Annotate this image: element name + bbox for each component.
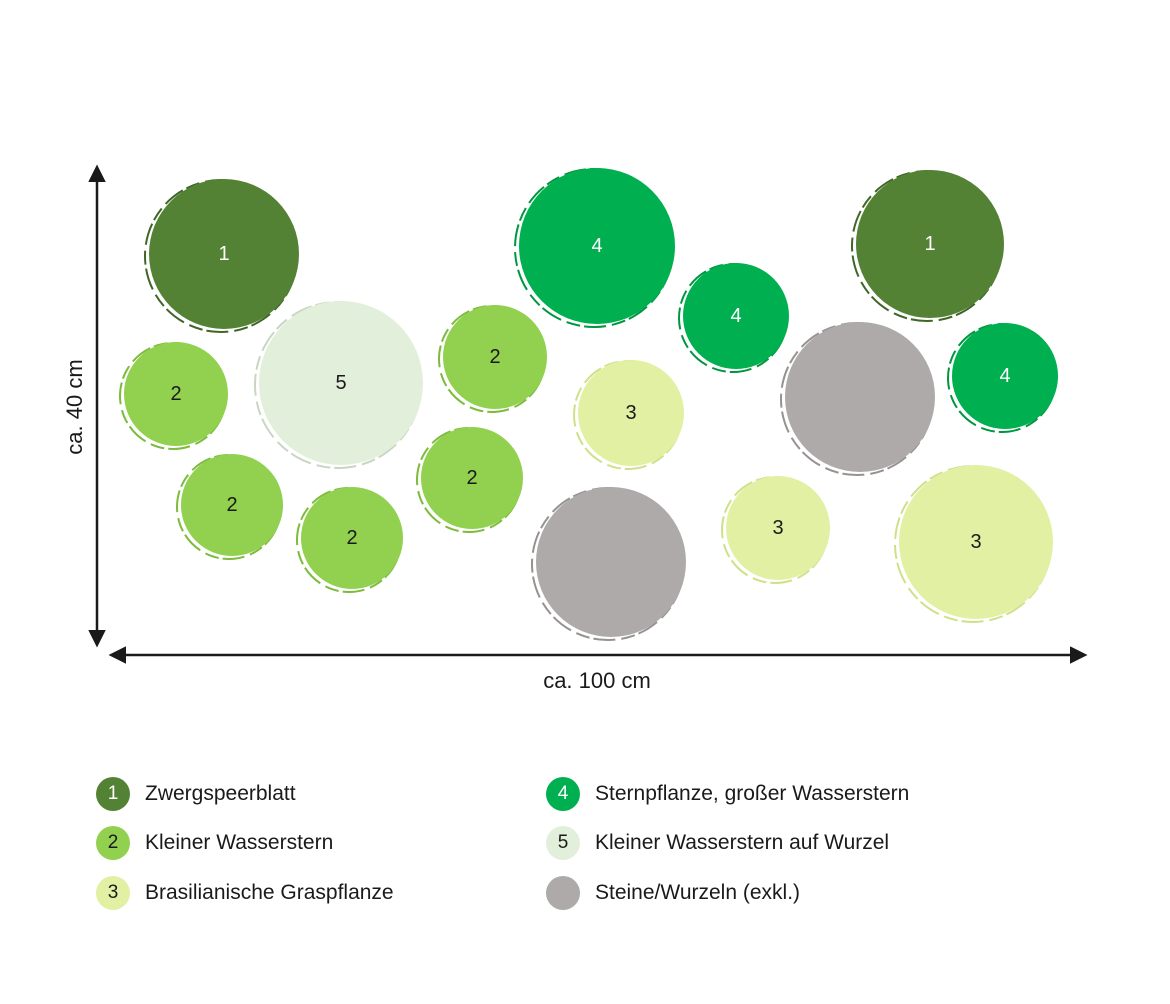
legend-swatch-stone — [546, 876, 580, 910]
legend-item-4: 4 Sternpflanze, großer Wasserstern — [546, 775, 909, 813]
circle-number-label: 2 — [489, 346, 500, 368]
circle-fill — [259, 301, 423, 465]
circle-fill — [785, 322, 935, 472]
circle-fill — [149, 179, 299, 329]
circle-number-label: 4 — [999, 365, 1010, 387]
circle-fill — [181, 454, 283, 556]
legend-item-2: 2 Kleiner Wasserstern — [96, 824, 333, 862]
circle-fill — [536, 487, 686, 637]
legend-swatch-3: 3 — [96, 876, 130, 910]
circle-fill — [899, 465, 1053, 619]
circle-number-label: 2 — [170, 383, 181, 405]
legend-label-wasserstern-auf-wurzel: Kleiner Wasserstern auf Wurzel — [595, 831, 890, 854]
circle-fill — [421, 427, 523, 529]
legend-item-5: 5 Kleiner Wasserstern auf Wurzel — [546, 824, 889, 862]
circle-number-label: 3 — [970, 531, 981, 553]
circle-number-label: 1 — [924, 233, 935, 255]
legend-label-steine-wurzeln: Steine/Wurzeln (exkl.) — [595, 881, 801, 904]
plant-circle-3: 3 — [573, 360, 684, 470]
circle-fill — [683, 263, 789, 369]
plant-circle-2: 2 — [416, 427, 523, 533]
legend-label-kleiner-wasserstern: Kleiner Wasserstern — [145, 831, 334, 854]
plant-circle-5: 5 — [254, 301, 423, 469]
legend-swatch-2: 2 — [96, 826, 130, 860]
legend: 1 Zwergspeerblatt 2 Kleiner Wasserstern … — [96, 775, 996, 915]
plant-circle-2: 2 — [176, 454, 283, 560]
plant-circle-4: 4 — [514, 168, 675, 328]
plant-circle-3: 3 — [894, 465, 1053, 623]
circle-fill — [856, 170, 1004, 318]
circle-fill — [578, 360, 684, 466]
plant-circle-2: 2 — [438, 305, 547, 413]
circle-number-label: 3 — [772, 517, 783, 539]
height-dimension-label: ca. 40 cm — [62, 359, 87, 454]
circle-fill — [519, 168, 675, 324]
stone-circle — [780, 322, 935, 476]
legend-label-brasilianische-graspflanze: Brasilianische Graspflanze — [145, 881, 394, 904]
legend-label-sternpflanze: Sternpflanze, großer Wasserstern — [595, 782, 910, 805]
legend-swatch-number: 1 — [107, 783, 119, 804]
circle-number-label: 3 — [625, 402, 636, 424]
plant-circle-1: 1 — [144, 179, 299, 333]
circle-number-label: 2 — [226, 494, 237, 516]
circle-number-label: 1 — [218, 243, 229, 265]
plant-circle-1: 1 — [851, 170, 1004, 322]
legend-swatch-number: 3 — [107, 882, 119, 903]
circle-fill — [726, 476, 830, 580]
plant-circle-4: 4 — [947, 323, 1058, 433]
circle-fill — [301, 487, 403, 589]
plant-circle-2: 2 — [296, 487, 403, 593]
legend-swatch-5: 5 — [546, 826, 580, 860]
plant-circles: 1 4 1 4 2 5 2 3 4 2 2 2 3 3 — [119, 168, 1058, 641]
circle-number-label: 2 — [466, 467, 477, 489]
circle-fill — [124, 342, 228, 446]
legend-swatch-number: 5 — [557, 832, 569, 853]
legend-item-1: 1 Zwergspeerblatt — [96, 775, 296, 813]
plant-circle-3: 3 — [721, 476, 830, 584]
legend-swatch-number: 4 — [557, 783, 569, 804]
legend-item-stone: Steine/Wurzeln (exkl.) — [546, 874, 800, 912]
stone-circle — [531, 487, 686, 641]
legend-swatch-1: 1 — [96, 777, 130, 811]
plant-circle-2: 2 — [119, 342, 228, 450]
circle-number-label: 4 — [591, 235, 602, 257]
legend-item-3: 3 Brasilianische Graspflanze — [96, 874, 394, 912]
plant-circle-4: 4 — [678, 263, 789, 373]
circle-number-label: 5 — [335, 372, 346, 394]
circle-fill — [443, 305, 547, 409]
legend-label-zwergspeerblatt: Zwergspeerblatt — [145, 782, 296, 805]
circle-number-label: 4 — [730, 305, 741, 327]
legend-swatch-4: 4 — [546, 777, 580, 811]
circle-number-label: 2 — [346, 527, 357, 549]
legend-swatch-number: 2 — [107, 832, 119, 853]
width-dimension-label: ca. 100 cm — [543, 668, 651, 693]
circle-fill — [952, 323, 1058, 429]
